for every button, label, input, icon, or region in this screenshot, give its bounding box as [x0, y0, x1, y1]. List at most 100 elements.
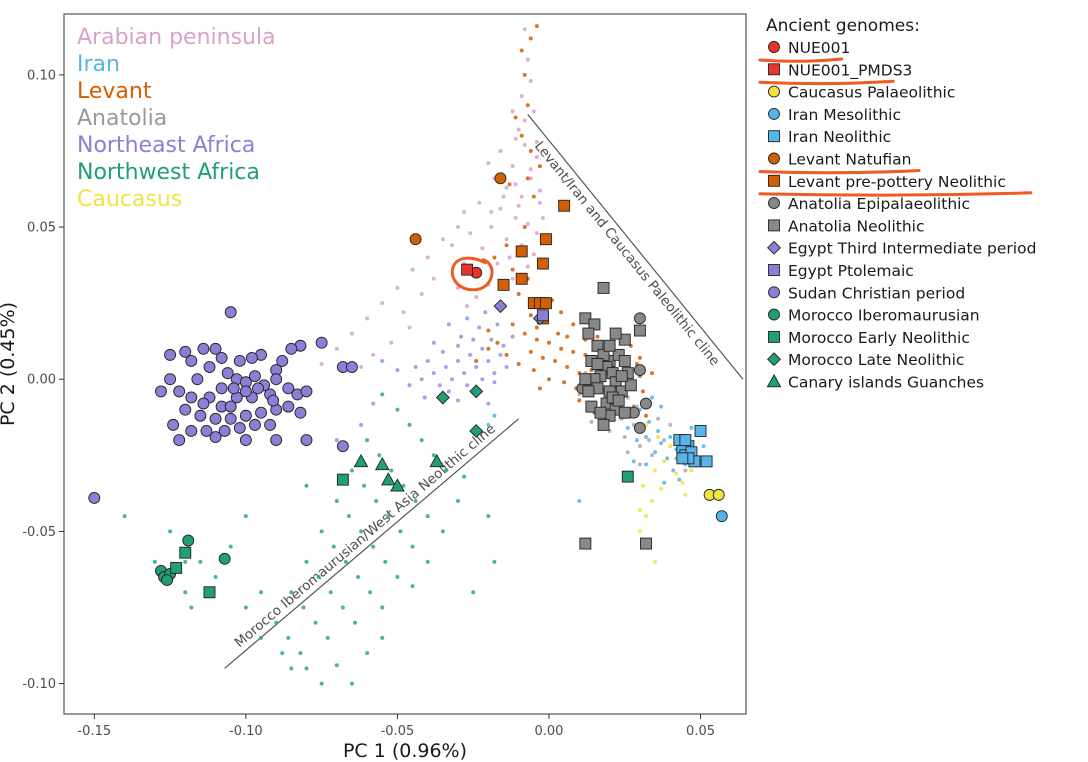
modern-sample-point: [534, 337, 539, 342]
modern-sample-point: [531, 368, 536, 373]
modern-sample-point: [298, 651, 303, 656]
modern-sample-point: [304, 666, 309, 671]
y-tick-label: -0.05: [22, 525, 56, 540]
modern-sample-point: [183, 559, 188, 564]
modern-sample-point: [480, 246, 485, 251]
ancient-sample-point: [224, 412, 237, 425]
modern-sample-point: [492, 380, 497, 385]
modern-sample-point: [349, 681, 354, 686]
modern-sample-point: [519, 48, 524, 53]
modern-sample-point: [577, 498, 582, 503]
legend-marker: [768, 41, 780, 53]
modern-sample-point: [589, 419, 594, 424]
region-label: Northwest Africa: [77, 160, 260, 185]
ancient-sample-point: [579, 537, 592, 550]
legend-label: Levant Natufian: [788, 151, 911, 169]
modern-sample-point: [446, 322, 451, 327]
ancient-sample-point: [182, 534, 195, 547]
ancient-sample-point: [179, 546, 192, 559]
legend-label: Anatolia Neolithic: [788, 217, 924, 235]
ancient-sample-point: [609, 327, 622, 340]
modern-sample-point: [468, 231, 473, 236]
modern-sample-point: [465, 383, 470, 388]
modern-sample-point: [368, 590, 373, 595]
region-label: Iran: [77, 52, 120, 77]
modern-sample-point: [346, 514, 351, 519]
modern-sample-point: [443, 468, 448, 473]
modern-sample-point: [413, 365, 418, 370]
modern-sample-point: [656, 416, 661, 421]
modern-sample-point: [425, 358, 430, 363]
modern-sample-point: [525, 222, 530, 226]
modern-sample-point: [319, 681, 324, 686]
modern-sample-point: [498, 148, 503, 153]
legend-marker: [768, 152, 780, 165]
modern-sample-point: [286, 635, 291, 640]
ancient-sample-point: [640, 537, 652, 550]
modern-sample-point: [516, 292, 521, 296]
ancient-sample-point: [300, 434, 313, 447]
ancient-sample-point: [336, 440, 349, 453]
modern-sample-point: [449, 377, 454, 382]
modern-sample-point: [625, 450, 630, 455]
modern-sample-point: [525, 57, 530, 62]
modern-sample-point: [513, 182, 518, 187]
modern-sample-point: [519, 194, 524, 199]
modern-sample-point: [519, 133, 524, 138]
ancient-sample-point: [282, 382, 295, 395]
ancient-sample-point: [609, 376, 622, 389]
modern-sample-point: [650, 498, 655, 503]
modern-sample-point: [280, 651, 285, 656]
modern-sample-point: [383, 559, 388, 564]
modern-sample-point: [510, 164, 515, 169]
modern-sample-point: [243, 605, 248, 610]
modern-sample-point: [495, 322, 500, 327]
modern-sample-point: [653, 450, 658, 455]
legend-marker: [768, 264, 780, 276]
ancient-sample-point: [497, 278, 510, 291]
ancient-sample-point: [221, 367, 234, 380]
modern-sample-point: [643, 462, 648, 467]
modern-sample-point: [474, 295, 479, 300]
modern-sample-point: [328, 590, 333, 595]
modern-sample-point: [407, 383, 412, 388]
ancient-sample-point: [209, 342, 222, 355]
modern-sample-point: [653, 559, 658, 564]
modern-sample-point: [516, 362, 521, 366]
modern-sample-point: [456, 358, 461, 363]
legend-label: Iran Mesolithic: [788, 106, 901, 124]
ancient-sample-point: [539, 233, 552, 246]
modern-sample-point: [637, 462, 642, 467]
modern-sample-point: [334, 346, 339, 351]
modern-sample-point: [456, 343, 461, 348]
modern-sample-point: [659, 404, 664, 409]
modern-sample-point: [631, 459, 636, 464]
modern-sample-point: [425, 559, 430, 564]
modern-sample-point: [462, 474, 467, 479]
modern-sample-point: [413, 498, 418, 503]
ancient-sample-point: [461, 263, 474, 276]
modern-sample-point: [389, 340, 394, 345]
modern-sample-point: [419, 292, 424, 296]
ancient-sample-point: [249, 370, 261, 383]
y-tick-label: 0.10: [27, 68, 56, 83]
ancient-sample-point: [224, 306, 237, 319]
legend-label: Sudan Christian period: [788, 284, 965, 302]
ancient-sample-point: [218, 552, 231, 565]
ancient-sample-point: [249, 418, 261, 431]
modern-sample-point: [319, 362, 324, 366]
modern-sample-point: [571, 349, 576, 354]
modern-sample-point: [395, 575, 400, 580]
modern-sample-point: [486, 422, 491, 427]
legend-label: Egypt Third Intermediate period: [788, 240, 1036, 258]
ancient-sample-point: [582, 327, 595, 340]
modern-sample-point: [537, 200, 542, 205]
ancient-sample-point: [624, 379, 637, 392]
ancient-sample-point: [621, 470, 634, 483]
modern-sample-point: [274, 620, 279, 625]
ancient-sample-point: [615, 370, 628, 383]
modern-sample-point: [474, 365, 479, 370]
legend-label: NUE001_PMDS3: [788, 61, 912, 80]
modern-sample-point: [556, 331, 561, 336]
modern-sample-point: [643, 435, 648, 440]
